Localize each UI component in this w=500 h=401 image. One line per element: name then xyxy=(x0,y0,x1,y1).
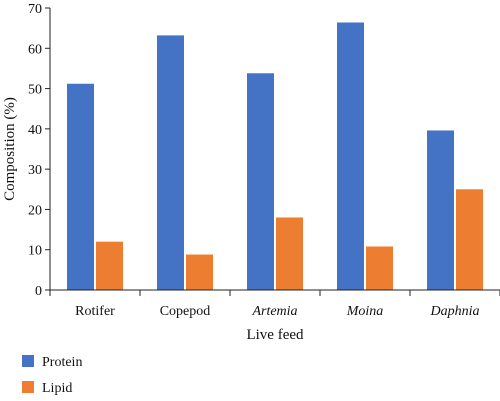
y-tick-label: 60 xyxy=(28,42,42,57)
bar-lipid-artemia xyxy=(276,217,303,290)
x-tick-label-daphnia: Daphnia xyxy=(430,304,480,319)
y-tick-label: 40 xyxy=(28,123,42,138)
legend-label-protein: Protein xyxy=(42,355,82,370)
bar-protein-copepod xyxy=(157,35,184,290)
bar-protein-artemia xyxy=(247,73,274,291)
y-tick-label: 10 xyxy=(28,244,42,259)
legend-swatch-lipid xyxy=(22,381,34,393)
x-tick-label-rotifer: Rotifer xyxy=(75,304,115,319)
bar-lipid-moina xyxy=(366,246,393,290)
x-tick-label-copepod: Copepod xyxy=(160,304,211,319)
x-tick-label-artemia: Artemia xyxy=(251,304,297,319)
y-tick-labels: 0 10 20 30 40 50 60 70 xyxy=(28,2,50,299)
bar-protein-daphnia xyxy=(427,130,454,290)
y-tick-label: 50 xyxy=(28,83,42,98)
bars-layer xyxy=(67,22,483,291)
y-tick-label: 30 xyxy=(28,163,42,178)
legend-swatch-protein xyxy=(22,355,34,367)
x-tick-labels: Rotifer Copepod Artemia Moina Daphnia xyxy=(49,290,500,319)
axes-layer xyxy=(49,8,500,291)
y-tick-label: 0 xyxy=(35,284,42,299)
legend: Protein Lipid xyxy=(22,355,82,396)
bar-lipid-copepod xyxy=(186,254,213,290)
bar-lipid-rotifer xyxy=(96,241,123,290)
y-tick-label: 20 xyxy=(28,203,42,218)
y-axis-title: Composition (%) xyxy=(2,97,18,201)
bar-protein-rotifer xyxy=(67,83,94,290)
x-tick-label-moina: Moina xyxy=(346,304,384,319)
y-tick-label: 70 xyxy=(28,2,42,17)
bar-lipid-daphnia xyxy=(456,189,483,290)
x-axis-title: Live feed xyxy=(246,327,304,343)
legend-label-lipid: Lipid xyxy=(42,381,72,396)
bar-protein-moina xyxy=(337,22,364,290)
